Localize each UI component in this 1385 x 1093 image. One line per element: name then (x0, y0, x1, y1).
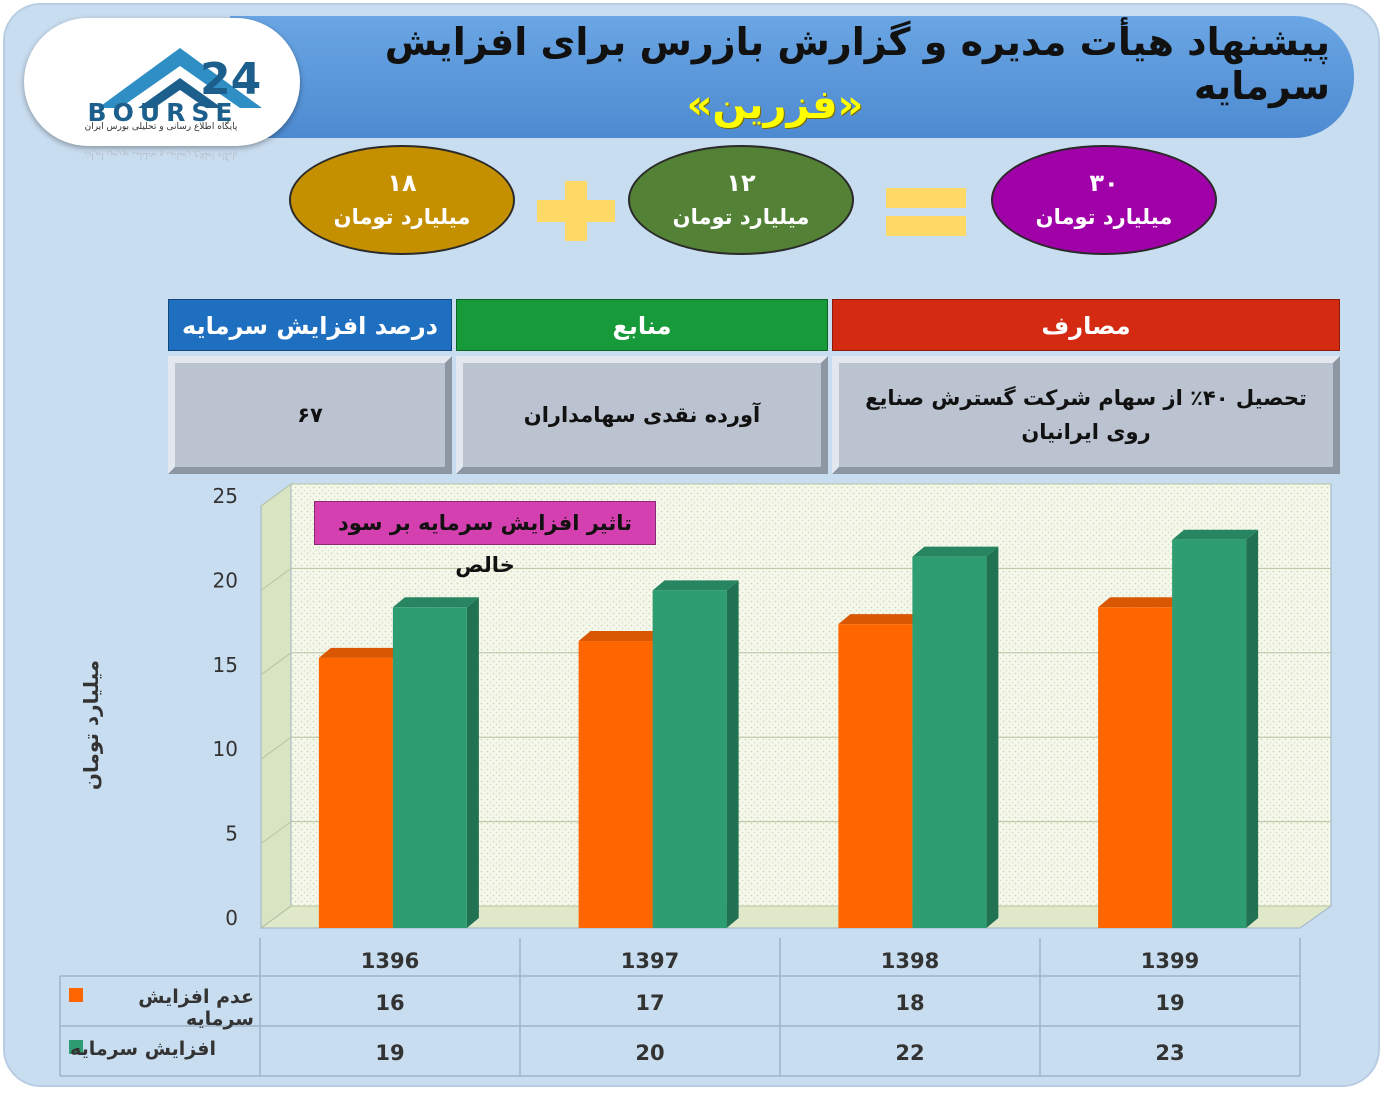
y-tick-label: 15 (213, 653, 238, 677)
bar-top (1098, 597, 1185, 608)
data-label: 20 (635, 1041, 664, 1065)
x-tick-label: 1398 (881, 949, 939, 973)
bar-front (578, 641, 653, 928)
chart-title: تاثیر افزایش سرمایه بر سود خالص (314, 501, 656, 577)
x-tick-label: 1397 (621, 949, 679, 973)
percent-header: درصد افزایش سرمایه (168, 299, 452, 351)
sources-header: منابع (456, 299, 828, 351)
y-tick-label: 5 (225, 822, 238, 846)
page-title: پیشنهاد هیأت مدیره و گزارش بازرس برای اف… (384, 20, 1330, 108)
data-label: 19 (375, 1041, 404, 1065)
total-value: ۳۰ (1089, 169, 1119, 197)
cash-unit: میلیارد تومان (333, 205, 471, 229)
x-tick-label: 1396 (361, 949, 419, 973)
sources-value: آورده نقدی سهامداران (456, 356, 828, 474)
bar-front (838, 624, 913, 928)
data-label: 18 (895, 991, 924, 1015)
middle-unit: میلیارد تومان (672, 205, 810, 229)
bar-top (578, 631, 665, 642)
gridline (260, 483, 1331, 507)
company-name: «فزرین» (686, 82, 864, 128)
bar-no-increase (578, 631, 665, 928)
bar-no-increase (838, 614, 925, 928)
bar-increase (912, 546, 999, 928)
total-oval: ۳۰ میلیارد تومان (991, 145, 1217, 255)
y-tick-label: 0 (225, 906, 238, 930)
logo-subtitle: پایگاه اطلاع رسانی و تحلیلی بورس ایران (84, 122, 238, 132)
plus-icon-vertical (565, 181, 587, 241)
bar-increase (1172, 529, 1259, 928)
legend-label-no-increase: عدم افزایش سرمایه (138, 986, 254, 1030)
bar-no-increase (1098, 597, 1185, 928)
svg-text:24: 24 (200, 54, 261, 105)
middle-value: ۱۲ (726, 169, 756, 197)
bar-front (392, 607, 467, 928)
legend-swatch-increase (69, 1040, 83, 1054)
title-banner (230, 16, 1354, 138)
x-tick-label: 1399 (1141, 949, 1199, 973)
logo-wordmark: BOURSE (87, 98, 239, 127)
logo: 24 BOURSE پایگاه اطلاع رسانی و تحلیلی بو… (24, 18, 300, 146)
y-tick-label: 20 (213, 568, 238, 592)
bar-side (726, 580, 739, 928)
equals-icon (886, 188, 966, 208)
bar-front (1098, 607, 1173, 928)
bar-no-increase (318, 647, 405, 928)
bar-increase (652, 580, 739, 928)
y-tick-label: 10 (213, 737, 238, 761)
cash-value: ۱۸ (387, 169, 417, 197)
bar-front (1172, 539, 1247, 928)
legend-swatch-no-increase (69, 988, 83, 1002)
data-label: 22 (895, 1041, 924, 1065)
data-label: 19 (1155, 991, 1184, 1015)
expenses-value: تحصیل ۴۰٪ از سهام شرکت گسترش صنایع روی ا… (832, 356, 1340, 474)
bar-side (1246, 529, 1259, 928)
bar-side (466, 597, 479, 928)
bar-top (392, 597, 479, 608)
bar-front (318, 657, 393, 928)
legend-label-increase: افزایش سرمایه (70, 1038, 216, 1060)
plot-side-wall (260, 483, 292, 929)
total-unit: میلیارد تومان (1035, 205, 1173, 229)
y-axis-title: میلیارد تومان (79, 659, 103, 791)
equals-icon-lower (886, 216, 966, 236)
bar-top (1172, 529, 1259, 540)
bar-top (652, 580, 739, 591)
percent-value: ۶۷ (168, 356, 452, 474)
bar-top (912, 546, 999, 557)
bar-side (986, 546, 999, 928)
middle-oval: ۱۲ میلیارد تومان (628, 145, 854, 255)
data-label: 17 (635, 991, 664, 1015)
data-label: 23 (1155, 1041, 1184, 1065)
bar-front (652, 590, 727, 928)
logo-mark-icon: 24 (98, 48, 262, 108)
bar-increase (392, 597, 479, 928)
data-label: 16 (375, 991, 404, 1015)
expenses-header: مصارف (832, 299, 1340, 351)
bar-top (838, 614, 925, 625)
y-tick-label: 25 (213, 484, 238, 508)
cash-oval: ۱۸ میلیارد تومان (289, 145, 515, 255)
bar-top (318, 647, 405, 658)
bar-front (912, 556, 987, 928)
